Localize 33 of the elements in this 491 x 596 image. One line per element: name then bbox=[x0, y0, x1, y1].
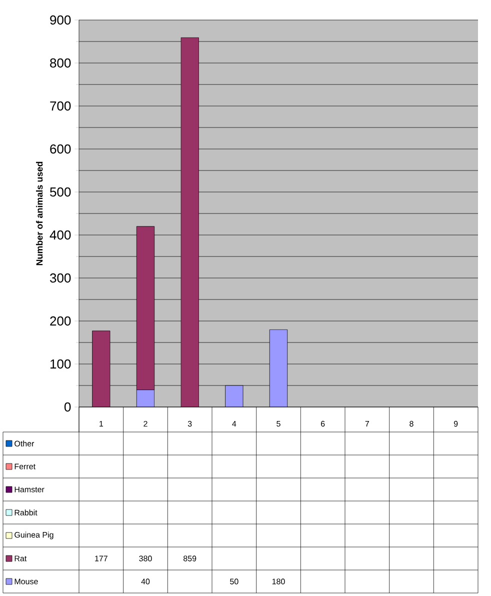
y-tick-label: 200 bbox=[50, 316, 71, 326]
y-tick-label: 800 bbox=[50, 58, 71, 68]
data-label: 40 bbox=[141, 578, 150, 584]
y-tick-label: 700 bbox=[50, 101, 71, 111]
y-tick-label: 300 bbox=[50, 273, 71, 283]
data-label: 177 bbox=[95, 556, 108, 562]
y-tick-label: 900 bbox=[50, 15, 71, 25]
x-tick-label: 2 bbox=[144, 420, 148, 427]
y-tick-label: 600 bbox=[50, 144, 71, 154]
x-tick-label: 1 bbox=[100, 421, 104, 427]
legend-label: Other bbox=[14, 440, 34, 446]
y-tick-label: 0 bbox=[64, 402, 71, 412]
data-label: 859 bbox=[184, 556, 196, 562]
x-tick-label: 6 bbox=[321, 420, 325, 427]
x-tick-label: 3 bbox=[188, 420, 192, 427]
legend-label: Rat bbox=[14, 556, 27, 562]
y-tick-label: 100 bbox=[50, 359, 71, 369]
x-tick-label: 8 bbox=[410, 420, 414, 427]
legend-label: Hamster bbox=[14, 486, 44, 492]
x-tick-label: 5 bbox=[276, 420, 280, 427]
legend-label: Rabbit bbox=[14, 510, 38, 516]
data-label: 380 bbox=[139, 556, 152, 562]
x-tick-label: 4 bbox=[232, 421, 236, 427]
y-tick-label: 500 bbox=[50, 187, 71, 197]
x-tick-label: 7 bbox=[365, 421, 369, 427]
data-label: 50 bbox=[230, 578, 238, 584]
data-label: 180 bbox=[272, 578, 285, 584]
legend-label: Mouse bbox=[14, 578, 38, 584]
x-tick-label: 9 bbox=[454, 420, 458, 427]
y-tick-label: 400 bbox=[50, 230, 71, 240]
legend-label: Guinea Pig bbox=[14, 532, 54, 540]
y-axis-title: Number of animals used bbox=[36, 162, 43, 266]
legend-label: Ferret bbox=[14, 464, 36, 470]
